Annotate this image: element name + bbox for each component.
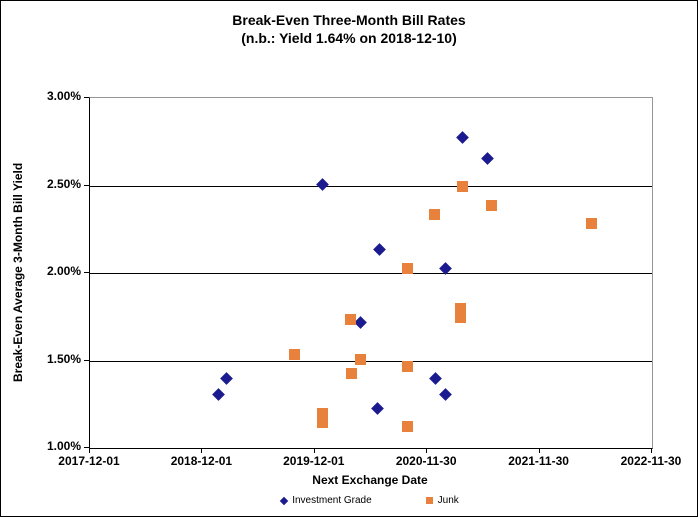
legend-label: Junk: [437, 495, 459, 506]
data-point-junk: [345, 368, 357, 379]
x-axis-tick: [538, 448, 540, 453]
y-tick-label: 3.00%: [46, 89, 81, 103]
y-tick-label: 1.50%: [46, 351, 81, 366]
x-tick-label: 2017-12-01: [58, 454, 120, 468]
data-point-junk: [585, 217, 597, 229]
data-point-junk: [355, 354, 367, 365]
data-point-junk: [429, 208, 441, 220]
data-point-junk: [401, 420, 413, 432]
data-point-junk: [288, 348, 300, 360]
x-tick-label: 2018-12-01: [170, 454, 233, 468]
x-tick-label: 2020-11-30: [395, 454, 457, 468]
x-tick-label: 2019-12-01: [283, 454, 345, 468]
chart-title: Break-Even Three-Month Bill Rates (n.b.:…: [1, 11, 697, 47]
y-axis-tick: [84, 447, 89, 448]
chart-title-line2: (n.b.: Yield 1.64% on 2018-12-10): [241, 30, 457, 46]
y-tick-label: 2.50%: [46, 176, 81, 191]
x-tick-label: 2021-11-30: [508, 454, 569, 468]
legend-item-junk: Junk: [425, 495, 459, 506]
x-axis-tick: [201, 448, 203, 453]
data-point-junk: [401, 263, 413, 274]
data-point-junk: [344, 313, 356, 325]
x-axis-tick: [651, 448, 652, 453]
x-axis-tick: [426, 448, 428, 453]
data-point-junk: [457, 180, 469, 192]
data-point-junk: [454, 303, 466, 315]
y-tick-label: 1.00%: [46, 439, 81, 453]
y-axis-tick: [84, 272, 89, 273]
chart-title-line1: Break-Even Three-Month Bill Rates: [232, 12, 466, 28]
x-axis-tick: [89, 448, 90, 453]
chart-legend: Investment Grade Junk: [89, 495, 651, 506]
plot-area: [89, 97, 653, 449]
data-point-junk: [454, 312, 466, 323]
x-axis-tick: [313, 448, 315, 453]
x-axis-title: Next Exchange Date: [312, 473, 428, 487]
diamond-marker-icon: [279, 496, 289, 505]
gridline-y: [90, 273, 652, 274]
gridline-y: [90, 360, 652, 362]
x-tick-label: 2022-11-30: [620, 454, 682, 468]
data-point-junk: [317, 417, 329, 428]
y-axis-tick: [84, 184, 89, 186]
y-tick-label: 2.00%: [46, 264, 81, 278]
data-point-junk: [317, 408, 329, 420]
data-point-junk: [486, 200, 498, 211]
data-point-junk: [401, 361, 413, 372]
y-axis-tick: [84, 97, 89, 98]
legend-item-investment-grade: Investment Grade: [279, 495, 372, 506]
legend-label: Investment Grade: [292, 495, 372, 506]
square-marker-icon: [425, 497, 433, 504]
y-axis-tick: [84, 359, 89, 361]
gridline-y: [90, 185, 652, 187]
